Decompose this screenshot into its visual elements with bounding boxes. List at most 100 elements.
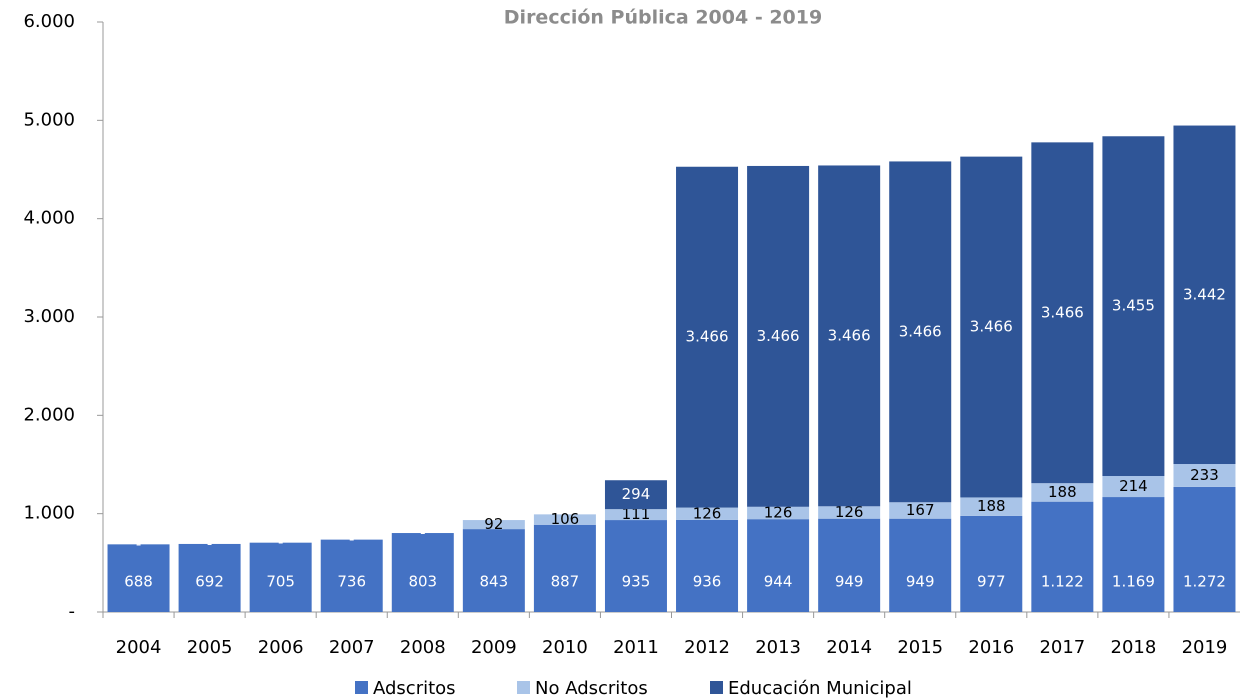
x-tick-label: 2012 <box>684 637 730 658</box>
y-tick-label: 3.000 <box>23 306 75 327</box>
data-label: 3.466 <box>1041 303 1084 321</box>
bar-segment <box>533 524 596 612</box>
bar-segment <box>462 529 525 612</box>
y-tick-label: 1.000 <box>23 503 75 524</box>
legend-swatch <box>517 681 530 694</box>
bar-segment <box>249 542 312 612</box>
legend-swatch <box>710 681 723 694</box>
x-tick-label: 2006 <box>258 637 304 658</box>
data-label: 1.169 <box>1112 573 1155 591</box>
x-tick-label: 2011 <box>613 637 659 658</box>
data-label: 705 <box>266 573 295 591</box>
bar-segment <box>1102 136 1165 477</box>
bar-segment <box>747 519 810 612</box>
data-label: 111 <box>622 505 651 523</box>
data-label: 935 <box>622 573 651 591</box>
x-tick-label: 2008 <box>400 637 446 658</box>
bar-segment <box>1102 476 1165 498</box>
data-label: 188 <box>977 497 1006 515</box>
bar-segment <box>747 506 810 520</box>
y-tick-label: 6.000 <box>23 11 75 32</box>
data-label: 106 <box>551 510 580 528</box>
bar-segment <box>1173 486 1236 612</box>
bar-segment <box>604 509 667 521</box>
bar-segment <box>604 480 667 510</box>
bar-segment <box>889 161 952 503</box>
data-label: - <box>349 530 354 548</box>
data-label: 977 <box>977 573 1006 591</box>
data-label: 843 <box>480 573 509 591</box>
x-tick-label: 2013 <box>755 637 801 658</box>
data-label: 167 <box>906 501 935 519</box>
bar-segment <box>960 156 1023 498</box>
data-label: 1.272 <box>1183 573 1226 591</box>
data-label: 3.455 <box>1112 297 1155 315</box>
x-tick-label: 2015 <box>897 637 943 658</box>
data-label: - <box>136 535 141 553</box>
bar-segment <box>1031 483 1094 502</box>
bar-segment <box>178 543 241 612</box>
x-tick-label: 2010 <box>542 637 588 658</box>
y-tick-label: 2.000 <box>23 404 75 425</box>
data-label: 936 <box>693 573 722 591</box>
data-label: 126 <box>693 504 722 522</box>
x-tick-label: 2018 <box>1111 637 1157 658</box>
bar-segment <box>604 520 667 612</box>
legend-swatch <box>355 681 368 694</box>
x-tick-label: 2007 <box>329 637 375 658</box>
bar-segment <box>1031 501 1094 612</box>
data-label: 214 <box>1119 477 1148 495</box>
data-label: 803 <box>408 573 437 591</box>
data-label: 126 <box>835 503 864 521</box>
data-label: - <box>420 524 425 542</box>
bar-segment <box>818 165 881 507</box>
bar-segment <box>676 166 739 508</box>
data-label: 3.466 <box>970 318 1013 336</box>
bar-segment <box>533 514 596 525</box>
bar-segment <box>960 497 1023 516</box>
legend-label: Educación Municipal <box>728 678 912 699</box>
data-label: 3.442 <box>1183 285 1226 303</box>
x-tick-label: 2017 <box>1039 637 1085 658</box>
bar-segment <box>889 518 952 612</box>
data-label: - <box>278 533 283 551</box>
x-tick-label: 2009 <box>471 637 517 658</box>
data-label: 92 <box>484 515 503 533</box>
chart-title: Dirección Pública 2004 - 2019 <box>504 7 822 29</box>
bar-segment <box>818 506 881 519</box>
x-tick-label: 2016 <box>968 637 1014 658</box>
x-tick-label: 2004 <box>116 637 162 658</box>
data-label: - <box>207 534 212 552</box>
data-label: 736 <box>337 573 366 591</box>
x-tick-label: 2005 <box>187 637 233 658</box>
x-tick-label: 2014 <box>826 637 872 658</box>
bar-segment <box>747 165 810 507</box>
data-label: 692 <box>195 573 224 591</box>
data-label: 949 <box>906 573 935 591</box>
bar-segment <box>1173 464 1236 487</box>
bar-segment <box>1102 497 1165 612</box>
data-label: 3.466 <box>899 322 942 340</box>
data-label: 126 <box>764 503 793 521</box>
data-label: 3.466 <box>757 327 800 345</box>
y-tick-label: 5.000 <box>23 109 75 130</box>
bar-segment <box>462 520 525 530</box>
legend-label: No Adscritos <box>535 678 648 699</box>
bar-segment <box>320 539 383 612</box>
legend-label: Adscritos <box>373 678 456 699</box>
data-label: 294 <box>622 485 651 503</box>
data-label: 3.466 <box>828 326 871 344</box>
data-label: 3.466 <box>686 328 729 346</box>
bar-segment <box>1173 125 1236 465</box>
bar-segment <box>676 519 739 612</box>
bar-segment <box>391 533 454 612</box>
bar-segment <box>818 518 881 612</box>
data-label: 1.122 <box>1041 573 1084 591</box>
y-tick-label: - <box>69 601 76 622</box>
bar-segment <box>676 507 739 520</box>
data-label: 887 <box>551 573 580 591</box>
x-tick-label: 2019 <box>1182 637 1228 658</box>
data-label: 949 <box>835 573 864 591</box>
bar-segment <box>889 502 952 519</box>
y-tick-label: 4.000 <box>23 208 75 229</box>
